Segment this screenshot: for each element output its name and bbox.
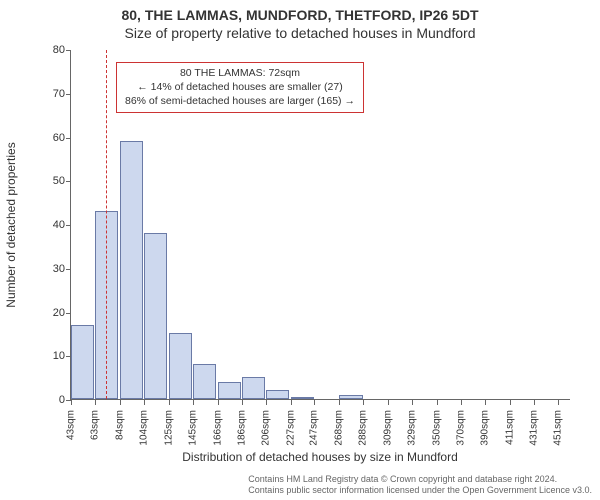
histogram-bar [169, 333, 192, 399]
x-tick-label: 370sqm [456, 410, 467, 446]
x-tick-label: 104sqm [138, 410, 149, 446]
x-tick-mark [558, 400, 559, 405]
x-tick-label: 411sqm [505, 410, 516, 445]
x-tick-mark [437, 400, 438, 405]
y-tick-mark [66, 313, 71, 314]
annotation-box: 80 THE LAMMAS: 72sqm ← 14% of detached h… [116, 62, 364, 113]
x-tick-mark [314, 400, 315, 405]
x-tick-mark [144, 400, 145, 405]
histogram-bar [144, 233, 167, 399]
footer-attribution: Contains HM Land Registry data © Crown c… [248, 474, 592, 497]
chart-figure: 80, THE LAMMAS, MUNDFORD, THETFORD, IP26… [0, 0, 600, 500]
x-tick-mark [95, 400, 96, 405]
y-tick-mark [66, 269, 71, 270]
annotation-line1: 80 THE LAMMAS: 72sqm [125, 66, 355, 80]
y-axis-title: Number of detached properties [4, 142, 18, 307]
y-tick-label: 80 [39, 44, 65, 56]
x-tick-label: 43sqm [66, 410, 77, 440]
histogram-bar [339, 395, 362, 399]
y-tick-label: 40 [39, 219, 65, 231]
x-tick-mark [193, 400, 194, 405]
histogram-bar [193, 364, 216, 399]
histogram-bar [266, 390, 289, 399]
y-tick-label: 10 [39, 350, 65, 362]
subject-marker-line [106, 50, 107, 399]
x-tick-mark [71, 400, 72, 405]
x-tick-mark [266, 400, 267, 405]
x-axis-title: Distribution of detached houses by size … [70, 450, 570, 464]
x-tick-mark [291, 400, 292, 405]
x-tick-label: 247sqm [309, 410, 320, 446]
x-tick-mark [510, 400, 511, 405]
chart-subtitle: Size of property relative to detached ho… [0, 24, 600, 42]
x-tick-label: 309sqm [383, 410, 394, 446]
x-tick-label: 350sqm [432, 410, 443, 446]
y-tick-label: 50 [39, 175, 65, 187]
x-tick-label: 186sqm [236, 410, 247, 446]
y-tick-label: 70 [39, 88, 65, 100]
x-tick-label: 268sqm [334, 410, 345, 446]
x-tick-label: 451sqm [552, 410, 563, 446]
x-tick-mark [412, 400, 413, 405]
histogram-bar [291, 397, 314, 399]
y-tick-label: 0 [39, 394, 65, 406]
x-tick-label: 227sqm [285, 410, 296, 446]
histogram-bar [120, 141, 143, 399]
histogram-bar [218, 382, 241, 400]
x-tick-mark [218, 400, 219, 405]
x-tick-label: 166sqm [212, 410, 223, 446]
x-tick-mark [339, 400, 340, 405]
x-tick-mark [388, 400, 389, 405]
x-tick-mark [242, 400, 243, 405]
x-tick-mark [169, 400, 170, 405]
y-tick-label: 30 [39, 263, 65, 275]
histogram-bar [242, 377, 265, 399]
footer-line1: Contains HM Land Registry data © Crown c… [248, 474, 592, 485]
x-tick-label: 288sqm [358, 410, 369, 446]
x-tick-label: 390sqm [480, 410, 491, 446]
x-tick-mark [485, 400, 486, 405]
x-tick-label: 84sqm [114, 410, 125, 440]
x-tick-label: 125sqm [163, 410, 174, 446]
x-tick-label: 206sqm [260, 410, 271, 446]
y-tick-label: 60 [39, 132, 65, 144]
y-tick-label: 20 [39, 307, 65, 319]
x-tick-mark [363, 400, 364, 405]
y-tick-mark [66, 138, 71, 139]
y-tick-mark [66, 50, 71, 51]
x-tick-label: 431sqm [529, 410, 540, 446]
x-tick-mark [461, 400, 462, 405]
x-tick-label: 329sqm [407, 410, 418, 446]
histogram-bar [71, 325, 94, 399]
y-tick-mark [66, 181, 71, 182]
plot-area: 0102030405060708043sqm63sqm84sqm104sqm12… [70, 50, 570, 400]
y-tick-mark [66, 225, 71, 226]
x-tick-mark [120, 400, 121, 405]
annotation-line2: ← 14% of detached houses are smaller (27… [125, 80, 355, 94]
x-tick-mark [534, 400, 535, 405]
y-tick-mark [66, 94, 71, 95]
chart-title-address: 80, THE LAMMAS, MUNDFORD, THETFORD, IP26… [0, 0, 600, 24]
annotation-line3: 86% of semi-detached houses are larger (… [125, 94, 355, 108]
x-tick-label: 63sqm [89, 410, 100, 440]
x-tick-label: 145sqm [187, 410, 198, 446]
footer-line2: Contains public sector information licen… [248, 485, 592, 496]
